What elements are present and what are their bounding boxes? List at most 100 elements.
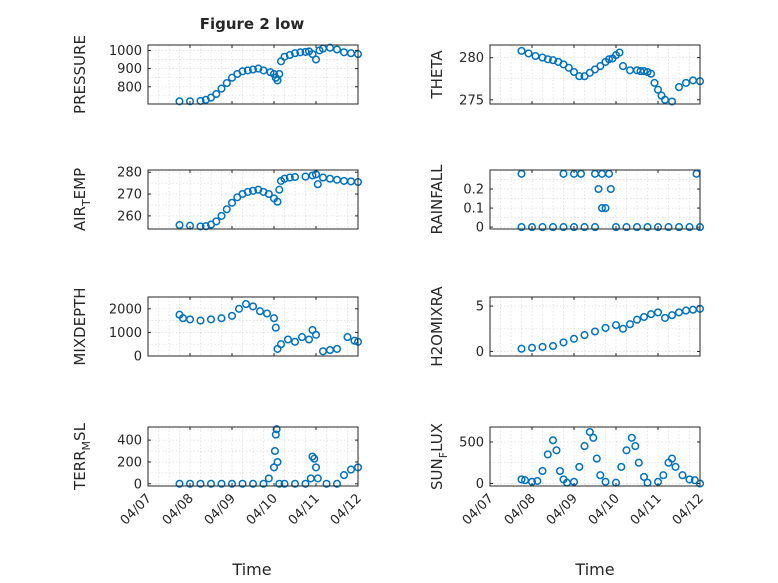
data-point (659, 471, 668, 480)
data-point (678, 471, 687, 480)
data-point (674, 223, 684, 232)
y-tick-label: 2000 (109, 302, 142, 317)
y-tick-label: 800 (117, 80, 142, 95)
data-point (255, 307, 265, 316)
y-tick-label: 0 (134, 350, 142, 365)
data-point (646, 310, 656, 319)
data-point (671, 462, 680, 471)
data-point (185, 479, 195, 488)
axes-box (489, 426, 701, 487)
data-point (580, 331, 589, 340)
y-tick-label: 1000 (109, 44, 142, 59)
data-point (617, 462, 626, 471)
data-point (238, 67, 247, 76)
data-point (301, 479, 310, 488)
data-point (270, 446, 279, 456)
data-point (272, 425, 281, 434)
data-point (196, 479, 205, 488)
data-point (517, 344, 526, 353)
data-point (283, 335, 293, 344)
data-point (527, 223, 537, 232)
data-point (674, 83, 684, 92)
data-point (517, 475, 526, 484)
data-point (271, 430, 280, 439)
y-tick-label: 5 (476, 300, 484, 315)
data-point (575, 72, 584, 81)
subplot-4: 0 0.1 0.2 RAINFALL (428, 164, 705, 236)
axes-box (147, 296, 359, 357)
data-point (280, 52, 289, 61)
data-point (611, 223, 621, 232)
data-point (217, 314, 226, 323)
data-point (275, 185, 284, 194)
data-point (594, 184, 603, 194)
data-point (185, 97, 195, 106)
data-point (634, 458, 643, 467)
data-point (604, 55, 614, 64)
data-point (222, 79, 231, 88)
data-point (667, 454, 677, 463)
data-point (325, 43, 335, 52)
data-point (175, 97, 184, 106)
data-point (555, 466, 565, 476)
data-point (196, 316, 205, 325)
data-point (259, 479, 268, 488)
data-point (290, 479, 300, 488)
data-point (248, 186, 258, 195)
data-point (564, 63, 573, 72)
data-point (264, 189, 273, 199)
data-point (639, 472, 649, 481)
data-point (196, 222, 205, 231)
x-axis-label-left: Time (231, 560, 271, 579)
data-point (308, 171, 317, 180)
data-point (601, 477, 610, 486)
data-point (290, 337, 300, 346)
data-point (332, 344, 342, 353)
data-point (596, 62, 605, 71)
data-point (269, 314, 279, 323)
data-point (290, 49, 300, 58)
data-point (543, 55, 552, 64)
axes-box (147, 426, 359, 487)
data-point (262, 309, 272, 318)
data-point (296, 48, 305, 57)
y-axis-label: THETA (428, 50, 446, 100)
data-point (280, 174, 289, 183)
data-point (290, 172, 300, 182)
data-point (601, 323, 610, 332)
axes-box (147, 44, 359, 105)
data-point (206, 93, 216, 102)
data-point (639, 67, 649, 76)
data-point (308, 452, 317, 461)
data-point (339, 471, 349, 480)
data-point (660, 95, 670, 104)
y-tick-label: 0.2 (463, 183, 484, 198)
data-point (538, 342, 547, 351)
axes-box (489, 44, 701, 105)
data-point (285, 50, 294, 60)
y-tick-label: 280 (459, 51, 484, 66)
data-point (311, 55, 321, 64)
subplot-3: 260 270 280 AIRTEMP (71, 166, 363, 231)
data-point (343, 333, 352, 342)
data-point (217, 211, 226, 220)
y-axis-label: PRESSURE (71, 35, 89, 114)
data-point (580, 223, 589, 232)
y-tick-label: 0 (476, 221, 484, 236)
data-point (227, 479, 237, 488)
data-point (185, 315, 195, 324)
data-point (569, 334, 579, 343)
data-point (615, 48, 624, 57)
y-tick-label: 275 (459, 93, 484, 108)
data-point (254, 64, 263, 73)
data-point (227, 311, 237, 320)
data-point (243, 66, 252, 75)
subplot-6: 0 5 H2OMIXRA (428, 286, 705, 367)
data-point (524, 49, 533, 58)
axes-box (147, 169, 359, 230)
data-point (243, 187, 252, 196)
y-tick-label: 260 (117, 209, 142, 224)
data-point (273, 197, 282, 206)
data-point (538, 466, 547, 476)
